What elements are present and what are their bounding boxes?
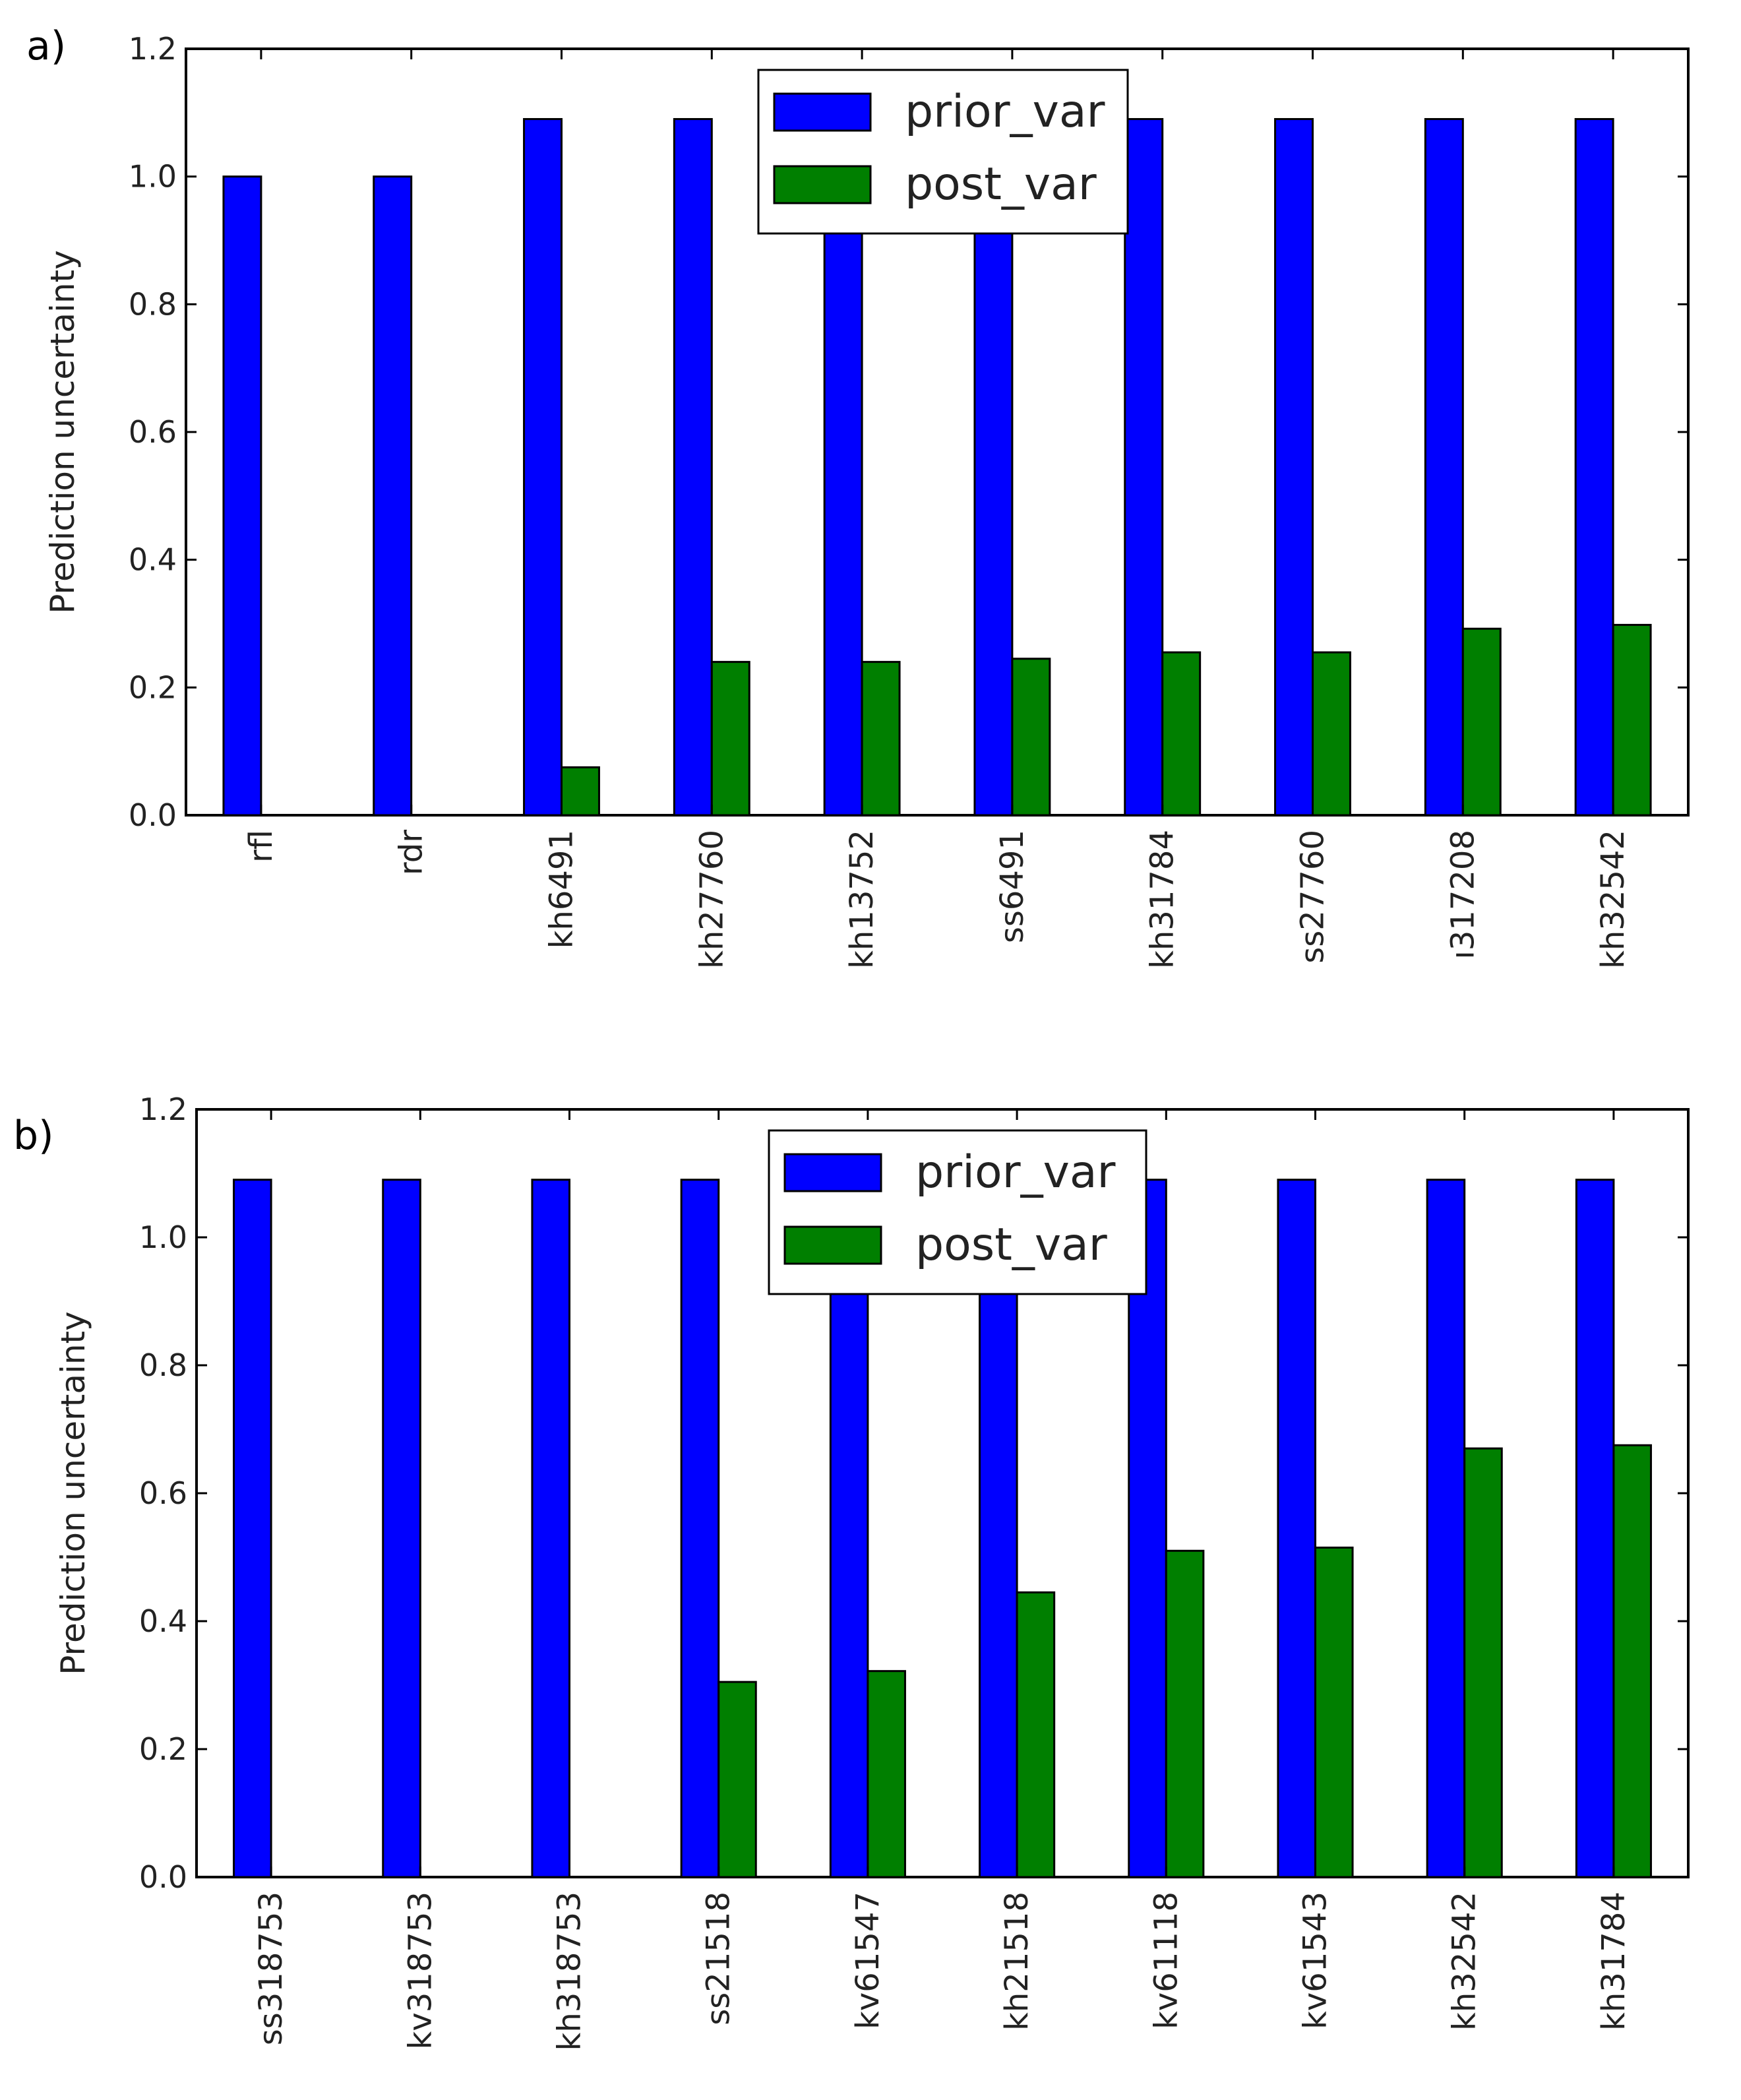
bar-prior-var-0 (233, 1179, 272, 1878)
y-tick-label: 0.8 (129, 286, 177, 322)
legend-swatch-prior-var (783, 1153, 882, 1192)
bar-post-var-9 (1612, 1444, 1652, 1878)
bar-post-var-4 (867, 1670, 906, 1878)
legend: prior_var post_var (768, 1129, 1147, 1295)
bar-post-var-6 (1165, 1549, 1205, 1878)
bar-prior-var-4 (829, 1179, 869, 1878)
y-tick-label: 1.0 (139, 1220, 187, 1255)
legend-swatch-post-var (783, 1225, 882, 1265)
bar-post-var-3 (718, 1681, 757, 1878)
bar-prior-var-9 (1575, 1179, 1615, 1878)
y-tick-label: 0.4 (139, 1603, 187, 1639)
bar-prior-var-1 (373, 175, 413, 817)
bar-prior-var-3 (673, 118, 713, 817)
y-axis-label: Prediction uncertainty (54, 1311, 92, 1675)
bar-prior-var-2 (523, 118, 563, 817)
x-tick-label: kh21518 (998, 1892, 1035, 2031)
panel-label: a) (26, 23, 66, 69)
x-tick-label: kv61118 (1147, 1892, 1184, 2029)
x-tick-label: kv318753 (402, 1892, 439, 2049)
bar-post-var-8 (1461, 627, 1502, 817)
bar-post-var-8 (1463, 1447, 1503, 1878)
y-tick-label: 1.2 (129, 31, 177, 67)
chart-panel-b: b) 0.0 0.2 0.4 0.6 0.8 1.0 1.2 Prediction uncert… (13, 1092, 1690, 2051)
y-tick-label: 0.6 (129, 414, 177, 450)
y-tick-label: 1.0 (129, 159, 177, 195)
x-tick-label: ss21518 (700, 1892, 737, 2025)
legend-swatch-prior-var (773, 92, 872, 132)
x-tick-label: kh31784 (1595, 1892, 1632, 2031)
x-tick-label: kh32542 (1595, 830, 1632, 969)
bar-post-var-5 (1016, 1591, 1056, 1878)
x-tick-label: kh27760 (693, 830, 730, 969)
x-tick-label: rdr (393, 830, 430, 875)
x-tick-label: kh31784 (1144, 830, 1181, 969)
bar-prior-var-5 (979, 1179, 1018, 1878)
x-tick-label: ss318753 (253, 1892, 290, 2045)
bar-post-var-4 (861, 661, 901, 817)
bar-prior-var-9 (1574, 118, 1614, 817)
panel-label: b) (13, 1113, 54, 1159)
legend-swatch-post-var (773, 165, 872, 204)
bar-post-var-9 (1612, 623, 1652, 817)
x-tick-label: rfl (243, 830, 280, 863)
bar-prior-var-7 (1277, 1179, 1316, 1878)
bar-post-var-3 (710, 661, 750, 817)
bar-prior-var-0 (222, 175, 262, 817)
y-tick-label: 0.0 (139, 1859, 187, 1895)
x-tick-label: kh32542 (1446, 1892, 1483, 2031)
y-tick-label: 0.2 (129, 669, 177, 705)
bar-prior-var-3 (680, 1179, 720, 1878)
y-tick-label: 0.6 (139, 1475, 187, 1511)
legend-label-post-var: post_var (915, 1219, 1107, 1271)
chart-panel-a: a) 0.0 0.2 0.4 0.6 0.8 1.0 1.2 Prediction uncert… (26, 23, 1690, 969)
bar-post-var-6 (1161, 651, 1202, 817)
bar-post-var-5 (1011, 658, 1051, 817)
legend-label-prior-var: prior_var (905, 86, 1105, 138)
bar-prior-var-2 (531, 1179, 571, 1878)
x-tick-label: kh318753 (551, 1892, 588, 2051)
x-tick-label: ss6491 (994, 830, 1031, 943)
legend-label-post-var: post_var (905, 158, 1097, 210)
bar-post-var-7 (1314, 1546, 1354, 1878)
x-tick-label: kv61543 (1297, 1892, 1334, 2029)
x-tick-label: kh6491 (543, 830, 580, 948)
y-tick-label: 1.2 (139, 1092, 187, 1127)
y-tick-label: 0.4 (129, 542, 177, 578)
x-tick-label: ı317208 (1444, 830, 1481, 960)
bar-post-var-2 (561, 766, 600, 817)
bar-prior-var-8 (1426, 1179, 1466, 1878)
legend: prior_var post_var (757, 69, 1129, 235)
x-tick-label: kv61547 (849, 1892, 886, 2029)
y-tick-label: 0.8 (139, 1347, 187, 1383)
y-axis-label: Prediction uncertainty (44, 250, 82, 614)
bar-prior-var-6 (1128, 1179, 1167, 1878)
bar-prior-var-7 (1274, 118, 1314, 817)
y-tick-label: 0.0 (129, 797, 177, 833)
x-tick-label: ss27760 (1295, 830, 1331, 964)
bar-prior-var-6 (1124, 118, 1164, 817)
y-tick-label: 0.2 (139, 1731, 187, 1767)
legend-label-prior-var: prior_var (915, 1146, 1115, 1198)
bar-prior-var-1 (382, 1179, 421, 1878)
bar-post-var-7 (1312, 651, 1351, 817)
bar-prior-var-8 (1424, 118, 1464, 817)
x-tick-label: kh13752 (843, 830, 880, 969)
